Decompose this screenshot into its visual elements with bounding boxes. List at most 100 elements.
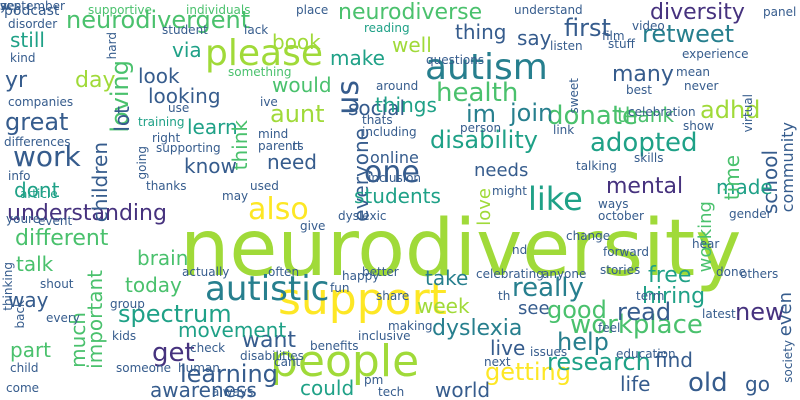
word-pm: pm [364, 373, 384, 387]
word-group: group [110, 297, 145, 311]
word-understand: understand [514, 3, 583, 17]
word-make: make [330, 46, 385, 70]
word-nd: nd [512, 243, 528, 257]
word-could: could [300, 376, 355, 400]
word-check: check [190, 341, 226, 355]
word-around: around [376, 79, 419, 93]
word-individuals: individuals [186, 3, 251, 17]
word-students: students [354, 184, 441, 208]
word-autistic: autistic [205, 269, 330, 309]
word-please: please [205, 33, 323, 74]
word-talk: talk [16, 252, 54, 276]
word-thats: thats [362, 113, 393, 127]
word-mean: mean [676, 65, 711, 79]
word-happy: happy [342, 269, 380, 283]
word-sweet: sweet [567, 78, 581, 114]
word-work: work [13, 140, 81, 173]
word-listen: listen [550, 39, 583, 53]
word-celebrating: celebrating [476, 267, 544, 281]
word-take: take [425, 266, 469, 290]
word-things: things [375, 93, 437, 117]
word-right: right [152, 131, 181, 145]
word-ive: ive [260, 95, 278, 109]
word-training: training [138, 115, 185, 129]
word-yes: yes [0, 0, 21, 13]
word-done: done [716, 265, 746, 279]
word-awareness: awareness [150, 378, 257, 400]
word-companies: companies [8, 95, 74, 109]
word-parents: parents [258, 139, 304, 153]
word-thank: thank [617, 103, 675, 127]
word-differences: differences [4, 135, 71, 149]
word-w: w [0, 0, 10, 13]
word-every: every [46, 311, 80, 325]
word-disability: disability [430, 126, 538, 154]
word-use: use [168, 101, 190, 115]
word-really: really [512, 273, 584, 303]
word-human: human [178, 361, 220, 375]
word-health: health [436, 78, 519, 108]
word-stories: stories [600, 263, 641, 277]
word-something: something [228, 65, 292, 79]
word-hear: hear [692, 237, 720, 251]
word-dont: dont [14, 178, 60, 202]
word-getting: getting [485, 358, 571, 386]
word-stuff: stuff [608, 37, 635, 51]
word-info: info [8, 169, 31, 183]
word-term: term [636, 289, 665, 303]
word-always: always [212, 385, 254, 399]
word-podcast: podcast [4, 3, 60, 19]
word-going: going [135, 146, 149, 180]
word-making: making [388, 319, 433, 333]
word-time: time [720, 155, 744, 201]
word-thing: thing [455, 20, 507, 44]
word-link: link [553, 123, 575, 137]
word-rt: rt [292, 139, 302, 153]
word-new: new [735, 298, 785, 326]
word-go: go [745, 372, 770, 396]
word-person: person [460, 121, 502, 135]
word-come: come [6, 381, 40, 395]
word-hiring: hiring [642, 284, 706, 309]
word-actually: actually [182, 265, 230, 279]
word-film: film [602, 29, 625, 43]
word-article: article [20, 187, 58, 201]
word-workplace: workplace [570, 310, 703, 340]
word-may: may [222, 189, 249, 203]
word-understanding: understanding [7, 201, 167, 226]
word-autism: autism [425, 47, 548, 88]
word-used: used [250, 179, 279, 193]
word-first: first [564, 14, 611, 42]
word-best: best [626, 83, 652, 97]
word-today: today [125, 273, 182, 297]
word-anyone: anyone [542, 267, 587, 281]
word-show: show [683, 119, 715, 133]
word-september: september [0, 0, 65, 13]
word-old: old [688, 368, 728, 398]
word-looking: looking [148, 84, 221, 108]
word-also: also [248, 192, 309, 227]
word-brain: brain [137, 246, 189, 270]
word-diversity: diversity [650, 0, 745, 25]
word-yr: yr [5, 68, 28, 93]
word-ways: ways [598, 197, 629, 211]
word-say: say [517, 26, 552, 50]
word-social: social [348, 96, 406, 120]
word-even: even [775, 292, 796, 337]
word-reading: reading [364, 21, 410, 35]
word-live: live [490, 336, 526, 360]
word-never: never [684, 79, 719, 93]
word-get: get [152, 338, 195, 368]
word-movement: movement [178, 318, 287, 342]
word-inclusion: inclusion [368, 171, 422, 185]
word-great: great [5, 108, 69, 136]
word-cant: cant [274, 355, 301, 369]
word-education: education [616, 347, 676, 361]
word-hard: hard [105, 32, 119, 60]
word-panel: panel [763, 5, 797, 19]
word-well: well [392, 33, 432, 57]
word-place: place [296, 3, 329, 17]
word-free: free [648, 263, 692, 288]
word-aunt: aunt [270, 100, 325, 128]
